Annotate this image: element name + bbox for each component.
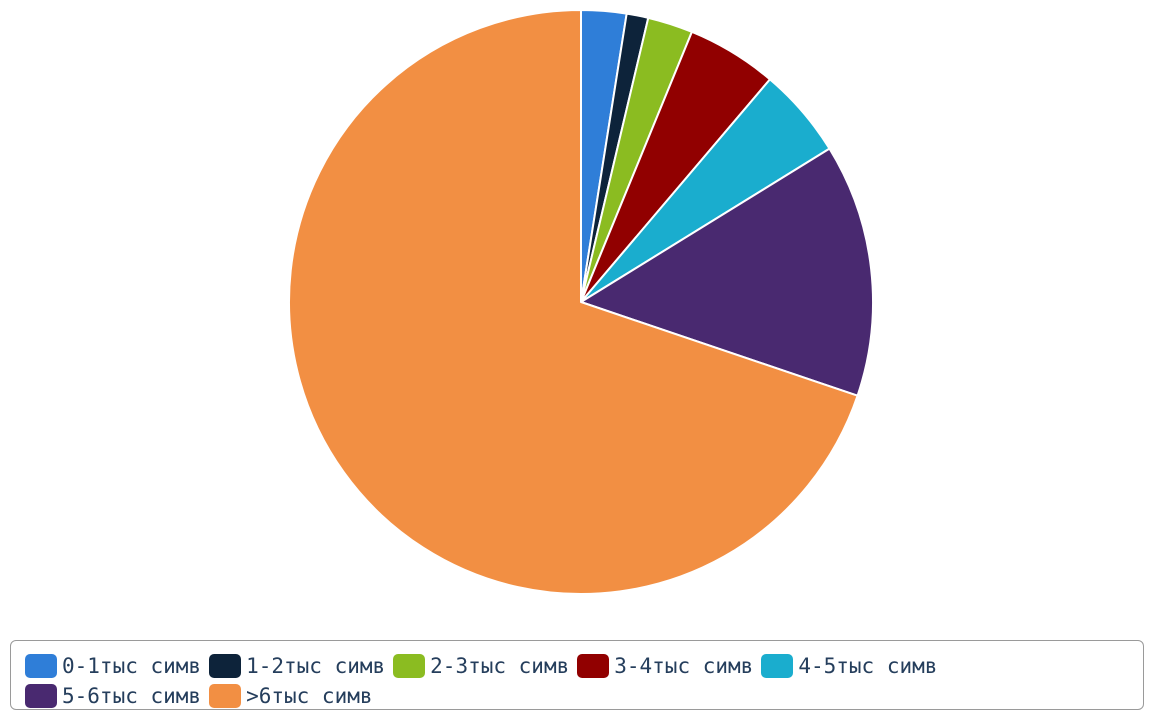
legend-label-over-6k: >6тыс симв bbox=[246, 684, 373, 708]
legend-swatch-4-5k bbox=[761, 654, 794, 678]
legend-item-0-1k[interactable]: 0-1тыс симв bbox=[25, 654, 201, 678]
legend-item-over-6k[interactable]: >6тыс симв bbox=[209, 684, 373, 708]
legend-swatch-5-6k bbox=[25, 684, 57, 708]
legend-label-0-1k: 0-1тыс симв bbox=[62, 654, 202, 678]
pie-slice-over-6k[interactable] bbox=[288, 9, 859, 595]
legend-swatch-2-3k bbox=[393, 654, 426, 678]
legend-item-3-4k[interactable]: 3-4тыс симв bbox=[577, 654, 753, 678]
legend-label-1-2k: 1-2тыс симв bbox=[246, 654, 386, 678]
legend-label-3-4k: 3-4тыс симв bbox=[614, 654, 754, 678]
legend-item-4-5k[interactable]: 4-5тыс симв bbox=[761, 654, 937, 678]
legend: 0-1тыс симв 1-2тыс симв 2-3тыс симв 3-4т… bbox=[10, 640, 1144, 710]
legend-item-5-6k[interactable]: 5-6тыс симв bbox=[25, 684, 201, 708]
legend-swatch-over-6k bbox=[209, 684, 242, 708]
legend-row-2: 5-6тыс симв >6тыс симв bbox=[25, 681, 1129, 711]
legend-label-2-3k: 2-3тыс симв bbox=[430, 654, 570, 678]
legend-swatch-3-4k bbox=[577, 654, 610, 678]
pie-slice-5-6k[interactable] bbox=[580, 147, 874, 397]
legend-swatch-0-1k bbox=[25, 654, 57, 678]
pie-chart bbox=[288, 9, 874, 595]
legend-label-4-5k: 4-5тыс симв bbox=[798, 654, 938, 678]
legend-label-5-6k: 5-6тыс симв bbox=[62, 684, 202, 708]
legend-swatch-1-2k bbox=[209, 654, 242, 678]
legend-row-1: 0-1тыс симв 1-2тыс симв 2-3тыс симв 3-4т… bbox=[25, 651, 1129, 681]
legend-item-2-3k[interactable]: 2-3тыс симв bbox=[393, 654, 569, 678]
legend-item-1-2k[interactable]: 1-2тыс симв bbox=[209, 654, 385, 678]
